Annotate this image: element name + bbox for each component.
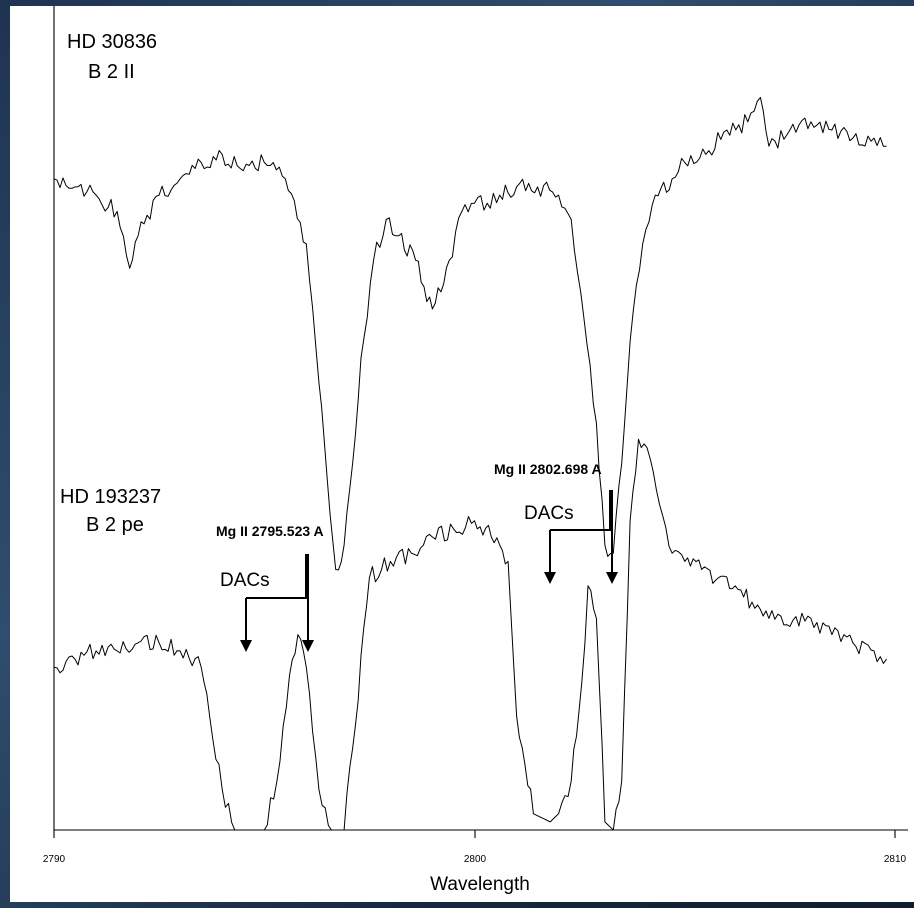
mg-arrowhead-2 xyxy=(606,572,618,584)
dac-arrow-bracket-1 xyxy=(246,554,307,599)
spectrum-line-1 xyxy=(53,96,887,571)
dac-arrowhead-2 xyxy=(544,572,556,584)
x-axis-title: Wavelength xyxy=(430,874,530,895)
star2-type-label: B 2 pe xyxy=(86,514,144,536)
dacs-label-2: DACs xyxy=(524,503,574,524)
dac-arrow-bracket-2 xyxy=(550,490,611,531)
mg-line-2-label: Mg II 2802.698 A xyxy=(494,461,602,477)
chart-panel: HD 30836 B 2 II HD 193237 B 2 pe Mg II 2… xyxy=(10,6,914,902)
mg-line-1-label: Mg II 2795.523 A xyxy=(216,523,324,539)
spectrum-chart: HD 30836 B 2 II HD 193237 B 2 pe Mg II 2… xyxy=(43,6,908,895)
star1-name-label: HD 30836 xyxy=(67,31,157,53)
star1-type-label: B 2 II xyxy=(88,61,135,83)
plot-frame xyxy=(53,6,908,838)
x-tick-label-2790: 2790 xyxy=(43,854,66,865)
dac-arrowhead-1 xyxy=(240,640,252,652)
mg-arrowhead-1 xyxy=(302,640,314,652)
annotations xyxy=(240,490,618,652)
x-tick-label-2800: 2800 xyxy=(464,854,487,865)
series-group xyxy=(53,96,888,831)
dacs-label-1: DACs xyxy=(220,570,270,591)
spectrum-line-2 xyxy=(53,438,888,831)
star2-name-label: HD 193237 xyxy=(60,486,161,508)
x-tick-label-2810: 2810 xyxy=(884,854,907,865)
